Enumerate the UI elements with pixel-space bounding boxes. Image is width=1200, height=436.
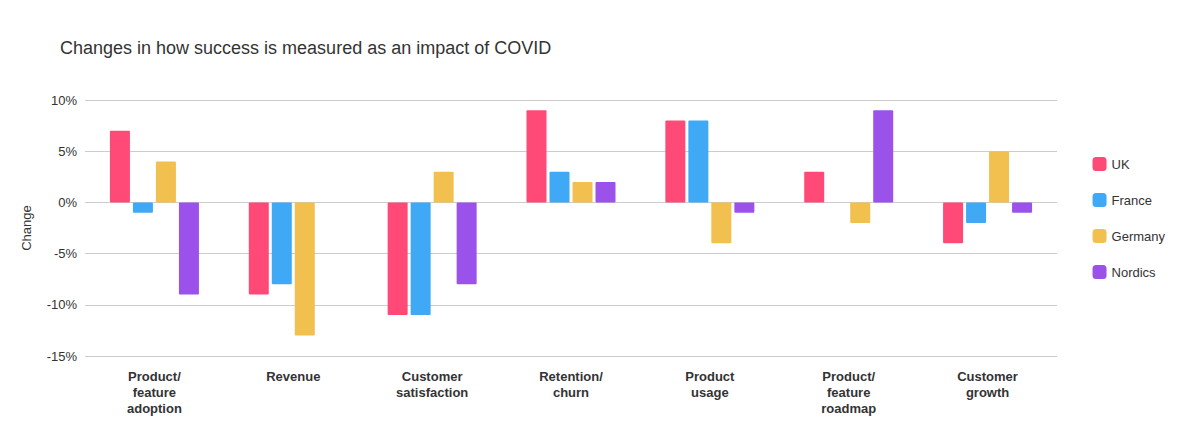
svg-text:satisfaction: satisfaction — [396, 385, 468, 400]
svg-text:churn: churn — [553, 385, 589, 400]
svg-text:Change: Change — [19, 205, 34, 251]
svg-text:roadmap: roadmap — [821, 401, 876, 416]
svg-text:-15%: -15% — [47, 349, 78, 364]
svg-text:5%: 5% — [58, 144, 77, 159]
svg-text:-5%: -5% — [54, 246, 78, 261]
svg-text:Customer: Customer — [402, 369, 463, 384]
svg-text:Product/: Product/ — [128, 369, 181, 384]
svg-text:-10%: -10% — [47, 297, 78, 312]
svg-text:growth: growth — [966, 385, 1009, 400]
svg-text:Product/: Product/ — [822, 369, 875, 384]
svg-text:Product: Product — [685, 369, 735, 384]
svg-text:adoption: adoption — [127, 401, 182, 416]
svg-text:Germany: Germany — [1112, 229, 1166, 244]
svg-text:feature: feature — [133, 385, 176, 400]
svg-text:Changes in how success is meas: Changes in how success is measured as an… — [60, 38, 551, 58]
svg-text:usage: usage — [691, 385, 729, 400]
svg-text:0%: 0% — [58, 195, 77, 210]
svg-text:UK: UK — [1112, 157, 1130, 172]
svg-text:feature: feature — [827, 385, 870, 400]
svg-text:France: France — [1112, 193, 1152, 208]
svg-text:Retention/: Retention/ — [539, 369, 603, 384]
svg-text:Customer: Customer — [957, 369, 1018, 384]
svg-text:Revenue: Revenue — [266, 369, 320, 384]
svg-text:10%: 10% — [51, 93, 77, 108]
svg-text:Nordics: Nordics — [1112, 265, 1157, 280]
